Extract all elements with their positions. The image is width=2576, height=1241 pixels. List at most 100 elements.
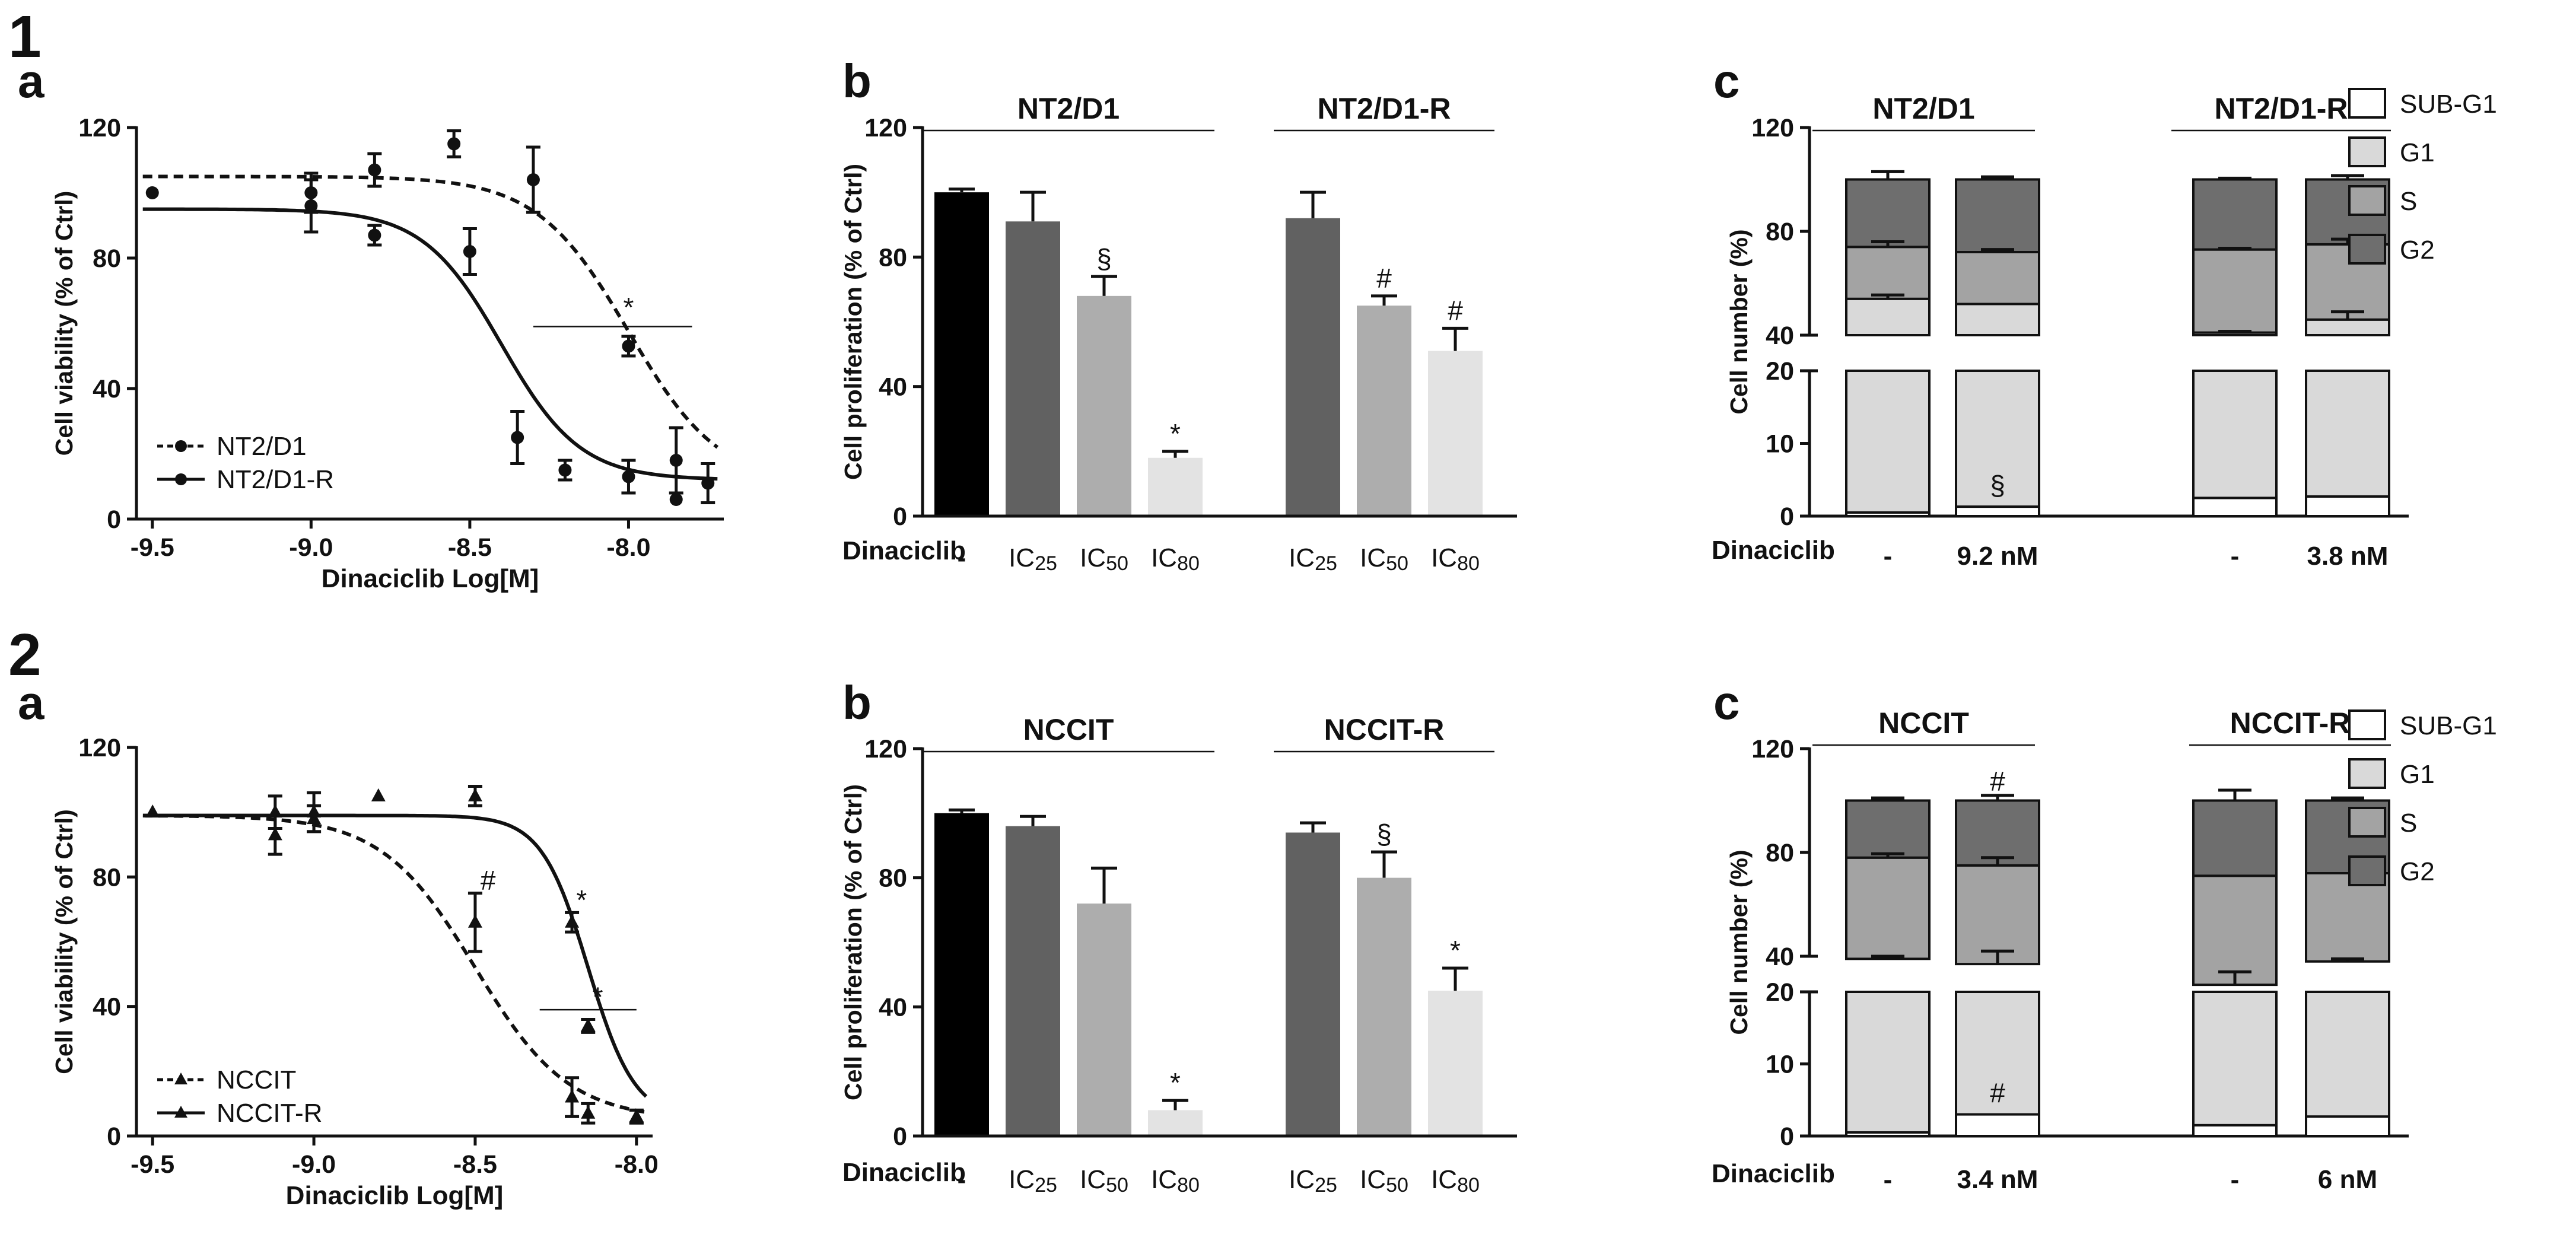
legend-label: SUB-G1 [2400, 711, 2497, 740]
group-label: NT2/D1-R [1317, 92, 1451, 125]
y-tick-label: 120 [864, 114, 907, 142]
data-point [581, 1018, 596, 1032]
x-axis-label: Dinaciclib Log[M] [286, 1181, 504, 1210]
y-axis-label: Cell proliferation (% of Ctrl) [839, 164, 867, 480]
data-point [145, 186, 159, 199]
y-tick-label: 0 [1780, 1122, 1794, 1151]
data-point [307, 804, 322, 818]
data-point [669, 493, 683, 506]
segment-s [1955, 864, 2040, 966]
y-tick-label: 40 [879, 373, 907, 402]
segment-s [1845, 856, 1931, 960]
legend-swatch [2348, 758, 2386, 789]
y-tick-label: 80 [1766, 839, 1794, 867]
segment-g1-lower [2192, 370, 2278, 499]
category-label: IC50 [1080, 543, 1128, 575]
segment-g1-lower [2305, 370, 2390, 498]
category-label: IC80 [1151, 1165, 1200, 1197]
y-tick-label: 10 [1766, 1051, 1794, 1079]
y-tick-label: 80 [93, 863, 121, 892]
significance-mark: * [624, 292, 634, 323]
y-tick-label: 20 [1766, 978, 1794, 1007]
data-point [622, 339, 635, 353]
y-tick-label: 0 [107, 505, 121, 534]
segment-sub-g1 [2192, 1124, 2278, 1138]
legend-swatch [2348, 88, 2386, 119]
fit-curve-NT2/D1-R [142, 207, 718, 481]
significance-mark: # [1990, 1078, 2005, 1109]
legend-label: S [2400, 809, 2417, 838]
segment-g1-upper [1955, 303, 2040, 336]
category-label: - [958, 543, 966, 572]
category-label: IC80 [1431, 1165, 1480, 1197]
bar [1428, 351, 1483, 516]
group-label: NCCIT-R [2230, 707, 2351, 740]
significance-mark: § [1096, 243, 1112, 274]
y-tick-label: 80 [879, 864, 907, 893]
category-label: 6 nM [2318, 1165, 2377, 1194]
data-point [268, 804, 282, 818]
data-point [447, 137, 461, 151]
y-tick-label: 40 [879, 993, 907, 1022]
y-tick-label: 40 [93, 993, 121, 1022]
segment-g1-lower [1955, 370, 2040, 508]
y-tick-label: 80 [1766, 218, 1794, 246]
data-point [304, 199, 318, 212]
panel-letter: a [18, 55, 44, 107]
significance-mark: # [481, 865, 496, 896]
segment-s [1845, 246, 1931, 300]
category-label: 9.2 nM [1957, 542, 2038, 571]
significance-mark: * [1170, 1067, 1181, 1098]
y-tick-label: 40 [1766, 943, 1794, 971]
x-tick-label: -9.0 [289, 533, 333, 562]
bar [934, 813, 989, 1136]
bar [1428, 991, 1483, 1136]
legend-swatch [2348, 709, 2386, 740]
significance-mark: * [1170, 418, 1181, 449]
row-label: Dinaciclib [842, 1158, 966, 1187]
legend-label: NT2/D1-R [217, 465, 334, 494]
segment-sub-g1 [2305, 495, 2390, 517]
panel-2a: a 0 40 80 120 -9.5 -9.0 -8.5 -8.0 Dinaciclib Log[… [18, 676, 659, 1210]
data-point [629, 1109, 644, 1122]
y-tick-label: 40 [1766, 322, 1794, 350]
panel-letter: b [842, 55, 872, 107]
segment-sub-g1 [2305, 1115, 2390, 1137]
y-tick-label: 20 [1766, 357, 1794, 386]
group-label: NT2/D1 [1017, 92, 1120, 125]
x-tick-label: -9.5 [131, 533, 174, 562]
category-label: IC25 [1009, 1165, 1057, 1197]
category-label: IC25 [1289, 543, 1337, 575]
group-label: NCCIT [1878, 707, 1969, 740]
legend-label: G2 [2400, 236, 2435, 265]
category-label: IC50 [1360, 1165, 1408, 1197]
data-point [468, 788, 482, 801]
category-label: 3.4 nM [1957, 1165, 2038, 1194]
y-axis-label: Cell viability (% of Ctrl) [50, 809, 78, 1074]
y-tick-label: 120 [78, 114, 121, 142]
segment-sub-g1 [2192, 497, 2278, 517]
segment-s [2192, 874, 2278, 987]
y-tick-label: 40 [93, 375, 121, 403]
segment-g2 [1845, 799, 1931, 859]
row-label: Dinaciclib [1712, 536, 1835, 565]
y-tick-label: 0 [893, 1122, 907, 1151]
data-point [511, 431, 524, 444]
data-point [622, 470, 635, 483]
category-label: - [1884, 542, 1893, 571]
panel-1b: b 0 40 80 120 Cell proliferation (% of Ctrl) D… [839, 55, 1517, 575]
segment-g1-lower [1955, 991, 2040, 1116]
legend-label: NCCIT-R [217, 1099, 322, 1128]
x-tick-label: -9.5 [131, 1150, 174, 1179]
segment-g2 [1955, 178, 2040, 253]
data-point [565, 1089, 580, 1103]
row-label: Dinaciclib [1712, 1159, 1835, 1188]
legend-marker [174, 1073, 187, 1084]
y-tick-label: 0 [107, 1122, 121, 1151]
legend-swatch [2348, 855, 2386, 886]
y-tick-label: 0 [893, 502, 907, 531]
legend-swatch [2348, 136, 2386, 167]
y-axis-label: Cell number (%) [1725, 229, 1753, 414]
fit-curve-NCCIT-R [142, 813, 648, 1098]
bar [1357, 306, 1411, 516]
